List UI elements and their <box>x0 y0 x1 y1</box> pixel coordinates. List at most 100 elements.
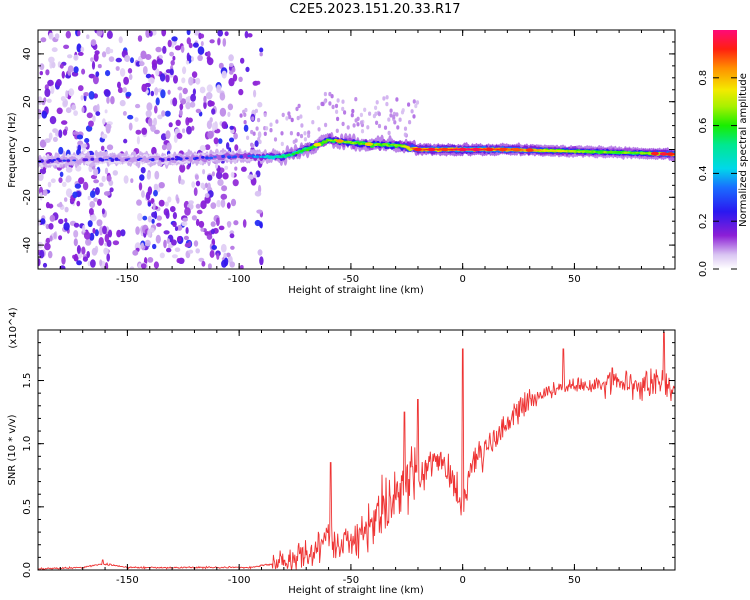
ridge-hotspot <box>414 147 422 152</box>
noise-speckle <box>152 243 157 250</box>
noise-speckle <box>82 256 88 262</box>
noise-speckle <box>257 131 262 139</box>
noise-speckle <box>200 182 205 189</box>
noise-speckle <box>280 141 284 147</box>
noise-speckle <box>150 198 155 204</box>
noise-speckle <box>229 261 235 268</box>
noise-speckle <box>209 39 215 44</box>
noise-speckle <box>174 247 181 252</box>
noise-speckle <box>151 30 157 36</box>
noise-speckle <box>207 130 214 139</box>
noise-speckle <box>49 214 56 222</box>
ridge-cell <box>255 156 260 159</box>
colorbar-label: Normalized spectral amplitude <box>738 73 749 227</box>
noise-speckle <box>288 114 292 120</box>
ridge-hotspot <box>458 147 467 152</box>
ridge-cell <box>209 156 213 160</box>
ridge-cell <box>195 156 199 160</box>
noise-speckle <box>214 163 219 169</box>
noise-speckle <box>148 77 155 85</box>
noise-speckle <box>139 61 145 67</box>
noise-speckle <box>350 113 354 118</box>
noise-speckle <box>247 33 253 38</box>
noise-speckle <box>211 245 217 250</box>
noise-speckle <box>151 211 157 218</box>
noise-speckle <box>226 202 231 209</box>
noise-speckle <box>377 111 381 117</box>
noise-speckle <box>192 42 199 48</box>
noise-speckle <box>363 107 367 113</box>
noise-speckle <box>145 110 152 118</box>
noise-speckle <box>82 225 86 233</box>
snr-axes: -150 -100 -50 0 50 0.0 0.5 1.0 1.5 <box>22 330 675 586</box>
noise-speckle <box>172 221 177 228</box>
noise-speckle <box>137 35 143 42</box>
x-tick-label: -150 <box>116 575 139 586</box>
noise-speckle <box>52 136 58 142</box>
noise-speckle <box>89 201 96 208</box>
noise-speckle <box>241 166 247 172</box>
ridge-cell <box>213 156 217 158</box>
noise-speckle <box>48 32 54 40</box>
noise-speckle <box>410 109 414 114</box>
noise-speckle <box>412 99 416 104</box>
noise-speckle <box>166 142 172 152</box>
noise-speckle <box>193 240 199 247</box>
noise-speckle <box>96 198 102 206</box>
noise-speckle <box>78 177 85 185</box>
noise-speckle <box>156 215 162 221</box>
spectrogram-ylabel: Frequency (Hz) <box>7 112 18 188</box>
noise-speckle <box>227 111 231 117</box>
noise-speckle <box>209 250 215 258</box>
noise-speckle <box>90 259 96 268</box>
ridge-hotspot <box>650 151 659 156</box>
ridge-cell <box>170 157 175 161</box>
noise-speckle <box>229 125 234 130</box>
noise-speckle <box>93 53 99 62</box>
noise-speckle <box>202 169 206 175</box>
noise-speckle <box>187 117 193 123</box>
noise-speckle <box>385 101 389 107</box>
noise-speckle <box>185 96 191 103</box>
noise-speckle <box>238 88 244 96</box>
noise-speckle <box>61 71 65 79</box>
noise-speckle <box>193 30 201 36</box>
noise-speckle <box>61 255 66 265</box>
ridge-cell <box>227 155 232 158</box>
noise-speckle <box>81 246 86 255</box>
noise-speckle <box>99 259 103 267</box>
colorbar-tick-label: 0.4 <box>698 165 709 181</box>
snr-y-multiplier: (x10^4) <box>8 307 19 348</box>
noise-speckle <box>359 112 363 118</box>
noise-speckle <box>161 30 167 37</box>
noise-speckle <box>160 89 166 99</box>
noise-speckle <box>120 229 126 237</box>
spectrogram-xlabel: Height of straight line (km) <box>288 285 424 296</box>
noise-speckle <box>181 77 186 84</box>
noise-speckle <box>184 242 191 248</box>
x-tick-label: 0 <box>459 575 465 586</box>
noise-speckle <box>176 132 183 139</box>
noise-speckle <box>175 119 181 127</box>
noise-speckle <box>186 125 192 135</box>
noise-speckle <box>199 86 206 94</box>
noise-speckle <box>273 137 278 142</box>
noise-speckle <box>89 190 96 198</box>
noise-speckle <box>198 257 205 262</box>
noise-speckle <box>167 196 172 203</box>
noise-speckle <box>303 137 307 142</box>
noise-speckle <box>366 125 370 130</box>
ridge-cell <box>98 157 103 160</box>
noise-speckle <box>146 102 153 112</box>
noise-speckle <box>88 73 96 79</box>
noise-speckle <box>220 243 227 253</box>
ridge-cell <box>104 158 109 161</box>
noise-speckle <box>346 125 350 130</box>
noise-speckle <box>101 133 108 139</box>
snr-plot-area <box>38 332 675 570</box>
noise-speckle <box>360 129 365 134</box>
noise-speckle <box>153 261 159 269</box>
noise-speckle <box>158 199 165 207</box>
noise-speckle <box>162 45 167 54</box>
noise-speckle <box>90 39 97 46</box>
